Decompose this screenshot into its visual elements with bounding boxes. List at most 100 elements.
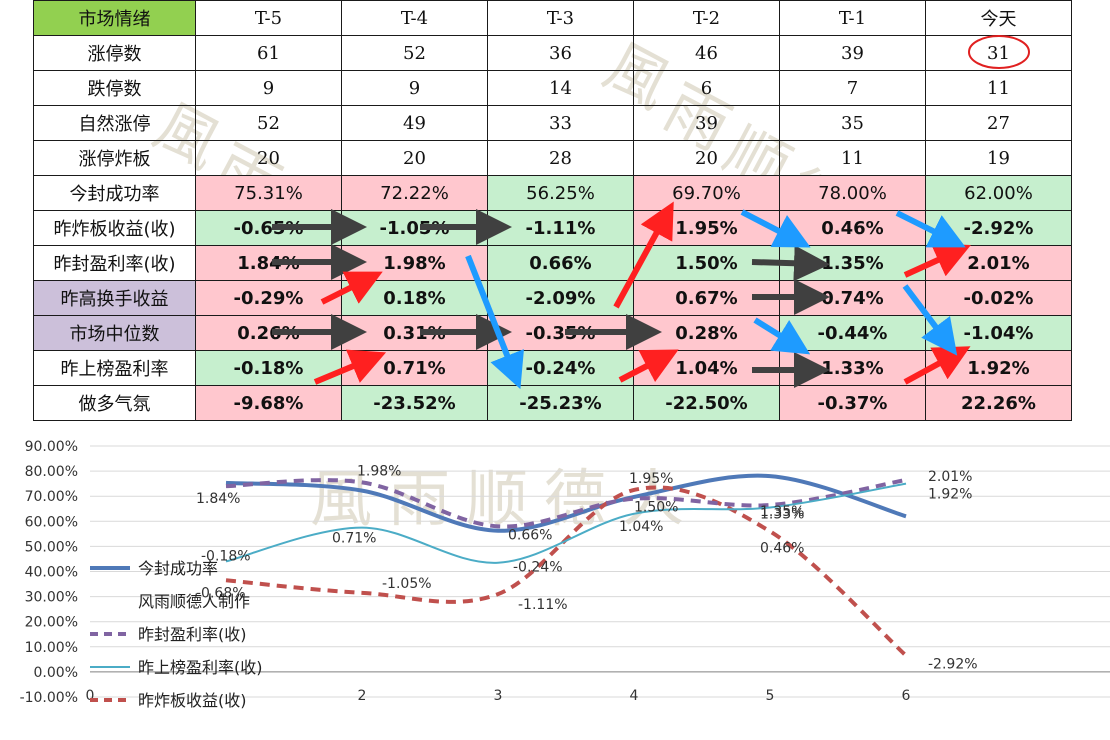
row-label: 昨炸板收益(收) [33,210,196,246]
table-cell: -1.04% [925,315,1072,351]
table-cell: -1.05% [341,210,488,246]
data-label: 1.95% [629,471,673,487]
table-cell: 1.84% [195,245,342,281]
x-tick-label: 0 [86,688,95,704]
table-cell: -0.35% [487,315,634,351]
table-cell: 20 [195,140,342,176]
data-label: 1.98% [357,463,401,479]
y-tick-label: 60.00% [25,514,78,530]
table-cell: 52 [341,35,488,71]
data-label: 1.50% [634,500,678,516]
series-line [225,482,907,564]
legend-note: 风雨顺德人制作 [138,592,250,611]
data-label: 1.84% [196,491,240,507]
table-cell: 19 [925,140,1072,176]
table-cell: -1.11% [487,210,634,246]
table-row: 昨炸板收益(收) -0.65% -1.05% -1.11% 1.95% 0.46% -2.9… [33,210,1072,246]
row-label: 昨上榜盈利率 [33,350,196,386]
table-cell: 1.98% [341,245,488,281]
table-cell: 1.50% [633,245,780,281]
table-cell: 36 [487,35,634,71]
row-label: 昨封盈利率(收) [33,245,196,281]
table-cell: -0.44% [779,315,926,351]
y-tick-label: 10.00% [25,640,78,656]
table-row: 自然涨停 52 49 33 39 35 27 [33,105,1072,141]
y-tick-label: 20.00% [25,615,78,631]
row-label: 今封成功率 [33,175,196,211]
row-label: 自然涨停 [33,105,196,141]
table-cell: -0.24% [487,350,634,386]
legend-label: 今封成功率 [138,559,218,578]
series-line [225,473,907,533]
data-label: 1.92% [928,487,972,503]
data-label: -1.05% [382,576,432,592]
table-cell: 6 [633,70,780,106]
header-col: T-2 [633,0,780,36]
header-label: 市场情绪 [33,0,196,36]
table-cell: 61 [195,35,342,71]
row-label: 做多气氛 [33,385,196,421]
table-cell: 20 [341,140,488,176]
header-col: T-5 [195,0,342,36]
table-cell: 1.35% [779,245,926,281]
table-row: 涨停数 61 52 36 46 39 31 [33,35,1072,71]
table-cell: 0.26% [195,315,342,351]
table-cell: 69.70% [633,175,780,211]
row-label: 涨停数 [33,35,196,71]
table-cell: 9 [195,70,342,106]
data-label: 2.01% [928,469,972,485]
table-cell: 0.18% [341,280,488,316]
table-cell: 35 [779,105,926,141]
sentiment-table: 市场情绪 T-5 T-4 T-3 T-2 T-1 今天 涨停数 61 52 36 46 39 31 跌停数 9… [33,0,1072,421]
table-cell: 39 [779,35,926,71]
table-cell: 1.95% [633,210,780,246]
table-cell: 62.00% [925,175,1072,211]
table-cell: 1.04% [633,350,780,386]
x-tick-label: 6 [902,688,911,704]
data-label: -0.18% [201,548,251,564]
table-cell: -0.37% [779,385,926,421]
table-cell: 28 [487,140,634,176]
line-chart: -10.00% 0.00% 10.00% 20.00% 30.00% 40.00% 50.0… [20,439,1110,710]
table-cell: 78.00% [779,175,926,211]
table-row: 市场中位数 0.26% 0.31% -0.35% 0.28% -0.44% -1.04% [33,315,1072,351]
table-row: 昨封盈利率(收) 1.84% 1.98% 0.66% 1.50% 1.35% 2.01% [33,245,1072,281]
data-label: -0.24% [513,560,563,576]
x-tick-label: 2 [358,688,367,704]
data-label: 0.46% [760,540,804,556]
table-cell: 2.01% [925,245,1072,281]
x-tick-label: 3 [494,688,503,704]
table-cell: 27 [925,105,1072,141]
x-tick-label: 4 [630,688,639,704]
legend-label: 昨炸板收益(收) [138,691,247,710]
table-cell: 31 [925,35,1072,71]
table-cell: -2.09% [487,280,634,316]
y-tick-label: 70.00% [25,489,78,505]
y-tick-label: 0.00% [34,665,78,681]
row-label: 涨停炸板 [33,140,196,176]
table-cell: 33 [487,105,634,141]
data-label: 1.35% [760,504,804,520]
table-cell: -9.68% [195,385,342,421]
y-tick-label: 40.00% [25,565,78,581]
data-label: 1.04% [619,519,663,535]
row-label: 跌停数 [33,70,196,106]
table-cell: 0.71% [341,350,488,386]
table-cell: 0.46% [779,210,926,246]
table-cell: 9 [341,70,488,106]
table-cell: 0.74% [779,280,926,316]
table-cell: 14 [487,70,634,106]
table-cell: 1.92% [925,350,1072,386]
header-col: 今天 [925,0,1072,36]
table-cell: 75.31% [195,175,342,211]
y-tick-label: 90.00% [25,439,78,455]
table-cell: 1.33% [779,350,926,386]
header-col: T-3 [487,0,634,36]
legend-label: 昨封盈利率(收) [138,625,247,644]
legend-label: 昨上榜盈利率(收) [138,658,263,677]
table-cell: 52 [195,105,342,141]
table-cell: -0.18% [195,350,342,386]
table-cell: 0.28% [633,315,780,351]
table-cell: -0.65% [195,210,342,246]
table-cell: 39 [633,105,780,141]
